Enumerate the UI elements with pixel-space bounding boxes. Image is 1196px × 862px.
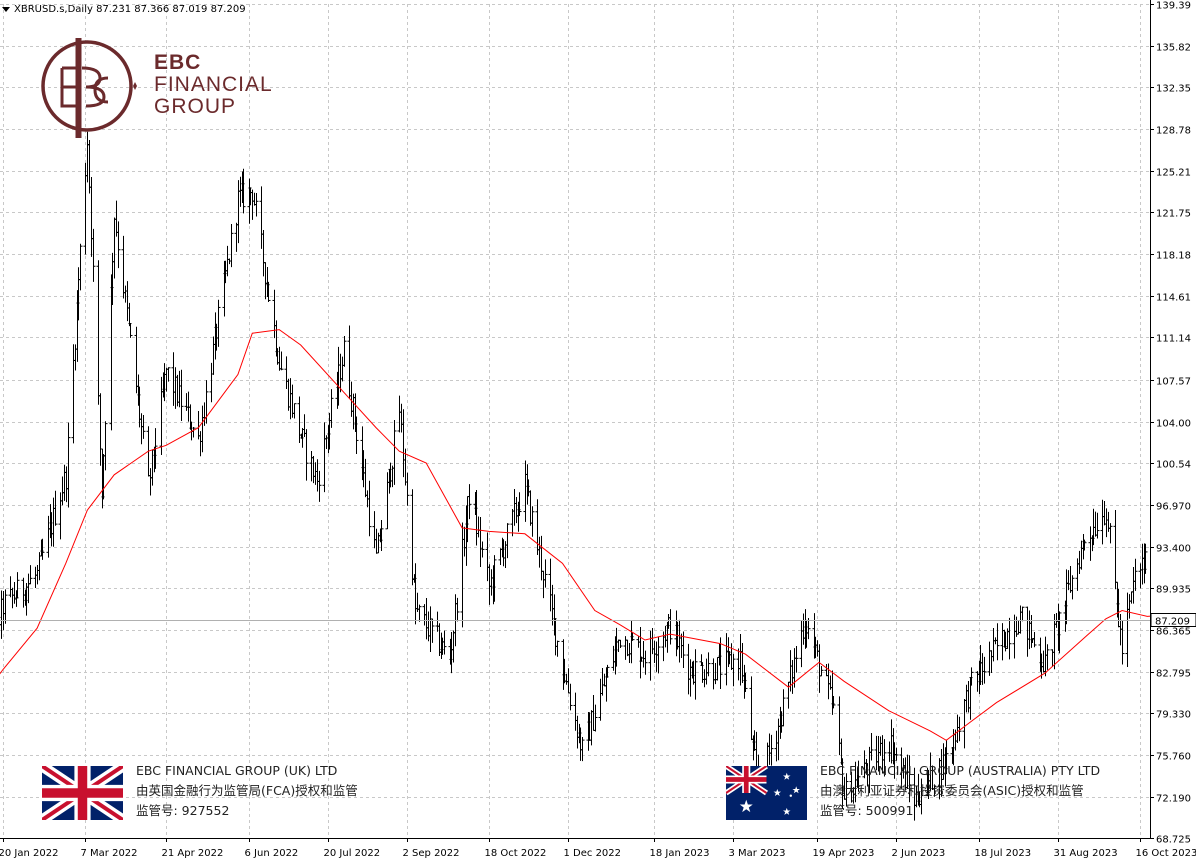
logo-wordmark: EBC FINANCIAL GROUP: [154, 52, 273, 118]
au-entity-block: EBC FINANCIAL GROUP (AUSTRALIA) PTY LTD …: [820, 761, 1100, 821]
y-tick-label: 125.21: [1156, 168, 1191, 179]
y-tick-label: 118.18: [1156, 251, 1191, 262]
logo-line-3: GROUP: [154, 95, 237, 118]
y-tick-label: 89.935: [1156, 585, 1191, 596]
y-tick-label: 132.35: [1156, 84, 1191, 95]
y-tick-label: 100.54: [1156, 460, 1191, 471]
y-tick-label: 128.78: [1156, 126, 1191, 137]
y-tick-label: 104.00: [1156, 419, 1191, 430]
y-tick-label: 79.330: [1156, 710, 1191, 721]
symbol-header: XBRUSD.s,Daily 87.231 87.366 87.019 87.2…: [2, 4, 246, 15]
au-regulator: 由澳大利亚证券和投资委员会(ASIC)授权和监管: [820, 783, 1084, 798]
x-tick-label: 18 Oct 2022: [485, 848, 547, 859]
x-tick-label: 20 Jan 2022: [0, 848, 58, 859]
uk-regulator: 由英国金融行为监管局(FCA)授权和监管: [136, 783, 358, 798]
y-tick-label: 135.82: [1156, 43, 1191, 54]
y-axis: 139.39 135.82 132.35 128.78 125.21 121.75 118.…: [1150, 0, 1196, 846]
last-price-box: [1150, 613, 1196, 627]
y-tick-label: 93.400: [1156, 544, 1191, 555]
x-tick-label: 19 Apr 2023: [813, 848, 875, 859]
y-tick-label: 121.75: [1156, 209, 1191, 220]
y-tick-label: 75.760: [1156, 752, 1191, 763]
australia-flag-icon: [726, 766, 807, 820]
ebc-logo-icon: [41, 38, 137, 138]
y-tick-label: 139.39: [1156, 1, 1191, 12]
y-tick-label: 86.365: [1156, 627, 1191, 638]
x-tick-label: 6 Jun 2022: [245, 848, 299, 859]
y-tick-label: 68.725: [1156, 835, 1191, 846]
x-tick-label: 18 Jul 2023: [975, 848, 1032, 859]
x-tick-label: 18 Jan 2023: [650, 848, 710, 859]
x-tick-label: 2 Jun 2023: [892, 848, 946, 859]
y-tick-label: 82.795: [1156, 669, 1191, 680]
uk-entity-block: EBC FINANCIAL GROUP (UK) LTD 由英国金融行为监管局(…: [136, 761, 358, 821]
x-tick-label: 7 Mar 2022: [81, 848, 138, 859]
x-axis: 20 Jan 2022 7 Mar 2022 21 Apr 2022 6 Jun 20…: [0, 838, 1196, 859]
au-license: 监管号: 500991: [820, 803, 914, 818]
x-tick-label: 21 Apr 2022: [162, 848, 224, 859]
x-tick-label: 31 Aug 2023: [1054, 848, 1118, 859]
x-tick-label: 1 Dec 2022: [564, 848, 622, 859]
y-tick-label: 111.14: [1156, 334, 1191, 345]
au-entity-name: EBC FINANCIAL GROUP (AUSTRALIA) PTY LTD: [820, 763, 1101, 778]
dropdown-triangle-icon[interactable]: [2, 6, 10, 12]
logo-line-2: FINANCIAL: [154, 73, 273, 96]
symbol-ohlc-text: XBRUSD.s,Daily 87.231 87.366 87.019 87.2…: [14, 4, 246, 15]
uk-license: 监管号: 927552: [136, 803, 230, 818]
x-tick-label: 20 Jul 2022: [324, 848, 381, 859]
y-tick-label: 114.61: [1156, 293, 1191, 304]
logo-line-1: EBC: [154, 51, 202, 74]
x-tick-label: 16 Oct 2023: [1136, 848, 1196, 859]
x-tick-label: 3 Mar 2023: [729, 848, 786, 859]
uk-flag-icon: [42, 766, 123, 820]
last-price-label: 87.209: [1155, 617, 1190, 628]
y-tick-label: 96.970: [1156, 502, 1191, 513]
moving-average-line: [0, 329, 1166, 741]
y-tick-label: 107.57: [1156, 377, 1191, 388]
y-tick-label: 72.190: [1156, 794, 1191, 805]
grid-lines: [0, 4, 1150, 839]
ohlc-bars: [0, 131, 1148, 821]
uk-entity-name: EBC FINANCIAL GROUP (UK) LTD: [136, 763, 338, 778]
x-tick-label: 2 Sep 2022: [403, 848, 460, 859]
